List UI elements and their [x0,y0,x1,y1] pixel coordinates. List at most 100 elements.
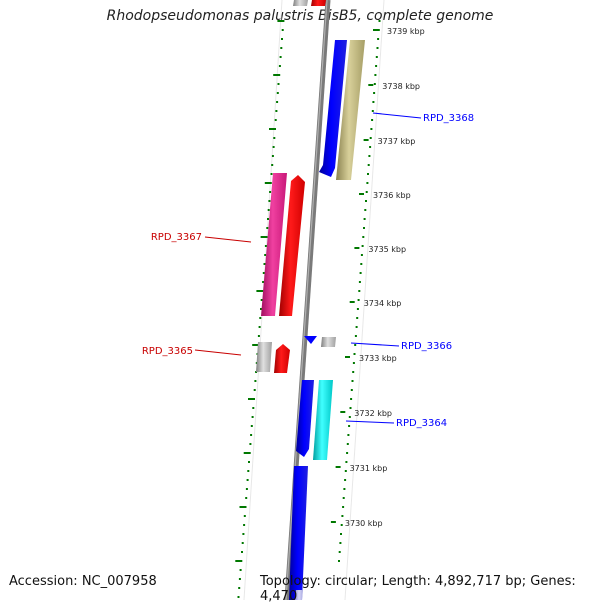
gene-feature-reverse-red-small[interactable] [274,344,290,373]
gc-dot-right [348,416,351,418]
gc-dot-right [366,182,369,184]
gc-dash [239,506,246,508]
gc-dash [252,344,259,346]
gc-dot-right [375,65,378,67]
gc-dot-right [363,218,366,220]
gc-dot-right [356,317,359,319]
gene-feature-reverse-grey-small[interactable] [256,342,272,372]
gc-dot-right [363,227,365,229]
scale-label: 3732 kbp [354,409,392,418]
gene-feature-reverse-magenta[interactable] [261,173,287,316]
gc-dot-right [378,20,381,22]
gc-dot [257,335,260,337]
gc-dash [269,128,275,130]
gc-dot-right [361,245,364,247]
scale-label: 3737 kbp [378,137,416,146]
gc-dot [262,272,265,274]
gene-feature-forward-blue-small[interactable] [304,336,317,344]
gc-dot-right [352,362,355,364]
gc-dot [251,416,254,418]
gc-dot-right [352,371,355,373]
gc-dot-right [341,515,344,517]
gc-dot-right [353,353,356,355]
gc-dot [276,92,279,94]
gene-feature-forward-blue-lower[interactable] [296,380,314,457]
gc-dot-right [348,425,351,427]
gc-dot-right [358,290,361,292]
gc-dot-right [346,443,349,445]
gc-dot-right [374,74,377,76]
gene-feature-forward-grey-small[interactable] [321,337,336,347]
gc-dot [247,470,250,472]
gc-dot [268,200,271,202]
scale-label: 3730 kbp [345,519,383,528]
gc-dot [252,407,255,409]
gc-dot [260,299,263,301]
scale-label: 3731 kbp [350,464,388,473]
gc-dot [273,137,276,139]
gc-dot [238,587,241,589]
gc-dash [273,74,280,76]
gc-dot-right [377,29,380,31]
gene-feature-top-grey[interactable] [293,0,308,6]
gc-dash [248,398,254,400]
gc-dot-right [343,488,346,490]
gene-feature-forward-cyan[interactable] [313,380,333,460]
gc-dot [238,578,241,580]
gene-leader-line [345,420,395,424]
gc-dot-right [369,137,372,139]
gc-dash [243,452,250,454]
gc-dot-right [347,434,350,436]
gc-dot-right [368,155,371,157]
gc-dot [250,434,253,436]
gene-feature-forward-blue[interactable] [319,40,347,177]
gene-label[interactable]: RPD_3368 [423,113,474,124]
gene-label[interactable]: RPD_3364 [396,418,447,429]
gc-dot-right [364,209,367,211]
gc-dot [271,155,274,157]
gene-feature-top-red[interactable] [311,0,326,6]
gc-dot [260,308,262,310]
gc-dot [281,29,284,31]
gc-dot-right [362,236,365,238]
gc-dot-right [360,263,363,265]
gc-dot-right [339,542,342,544]
gc-dot-right [375,56,378,58]
gc-dot [262,281,265,283]
gc-dash [235,560,242,562]
gc-dot [254,380,257,382]
gc-dot [259,317,262,319]
gc-dash [260,236,267,238]
gc-dot-right [356,308,359,310]
gc-dot-right [338,560,340,562]
gc-dot [242,533,245,535]
gc-dot [239,569,242,571]
gene-label[interactable]: RPD_3365 [142,346,193,357]
gene-label[interactable]: RPD_3367 [151,232,202,243]
gc-dot-right [357,299,360,301]
gc-dot [245,497,248,499]
gc-dot-right [342,497,345,499]
gc-dot [281,38,283,40]
gene-feature-lavender-bottom[interactable] [295,590,303,600]
gc-dot [241,551,243,553]
gc-dot-right [371,110,374,112]
gc-dot [271,164,274,166]
gc-dot-right [373,92,376,94]
gene-feature-forward-olive[interactable] [336,40,365,180]
gc-dot [250,425,253,427]
gc-dot [276,101,279,103]
gene-label[interactable]: RPD_3366 [401,341,452,352]
gene-feature-reverse-red[interactable] [279,175,305,316]
gc-dot-right [354,344,357,346]
gc-dot [243,524,246,526]
gc-dot-right [354,335,357,337]
gc-dot [241,542,244,544]
gene-feature-forward-blue-bottom[interactable] [289,466,308,600]
gc-dot-right [346,452,349,454]
gc-dot-right [344,470,347,472]
gc-dot-right [350,398,353,400]
gc-dash [264,182,271,184]
ring-outer-edge [344,0,385,600]
